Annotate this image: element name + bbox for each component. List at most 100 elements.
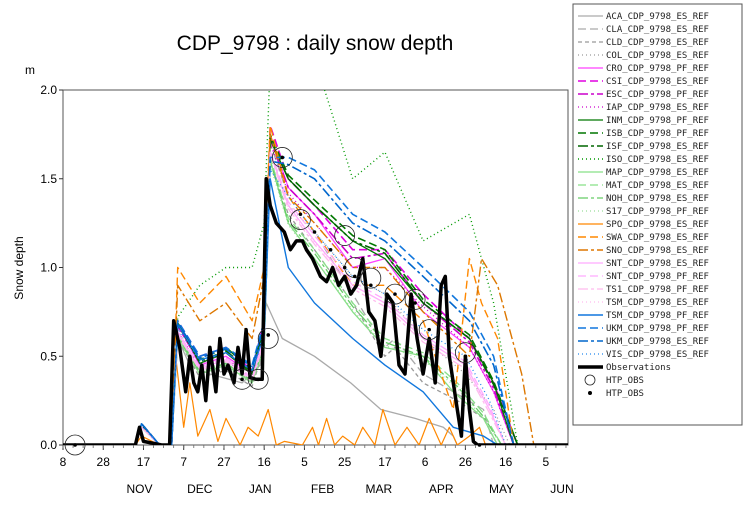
legend-label: ISB_CDP_9798_PF_REF xyxy=(606,129,709,139)
obs-dot xyxy=(393,292,397,296)
month-label: JAN xyxy=(249,482,272,496)
obs-open-circle xyxy=(334,225,356,246)
obs-dot xyxy=(427,327,431,332)
legend-label: MAP_CDP_9798_ES_REF xyxy=(606,168,709,178)
legend-label: CSI_CDP_9798_ES_REF xyxy=(606,77,709,87)
x-tick-label: 5 xyxy=(543,455,550,469)
obs-open-circle xyxy=(257,328,279,349)
month-label: DEC xyxy=(187,482,213,496)
series-line-spo-cdp-9798-es-ref xyxy=(63,355,568,445)
y-tick-label: 0.5 xyxy=(40,349,57,363)
legend-label: TSM_CDP_9798_ES_REF xyxy=(606,298,709,308)
legend-label: ISF_CDP_9798_ES_REF xyxy=(606,142,709,152)
x-tick-label: 7 xyxy=(180,455,187,469)
y-axis-label: Snow depth xyxy=(12,236,26,299)
month-label: JUN xyxy=(550,482,573,496)
month-label: MAY xyxy=(489,482,514,496)
legend: ACA_CDP_9798_ES_REF CLA_CDP_9798_ES_REF CL… xyxy=(578,12,709,399)
legend-label: SNO_CDP_9798_ES_REF xyxy=(606,246,709,256)
legend-label: HTP_OBS xyxy=(606,389,644,399)
obs-open-circle xyxy=(418,319,440,341)
y-tick-label: 1.5 xyxy=(40,172,57,186)
y-tick-label: 0.0 xyxy=(40,438,57,452)
legend-label: ISO_CDP_9798_ES_REF xyxy=(606,155,709,165)
x-tick-label: 28 xyxy=(97,455,111,469)
legend-label: S17_CDP_9798_PF_REF xyxy=(606,207,709,217)
legend-label: SNT_CDP_9798_PF_REF xyxy=(606,272,709,282)
legend-label: IAP_CDP_9798_ES_REF xyxy=(606,103,709,113)
x-tick-label: 6 xyxy=(422,455,429,469)
obs-dot xyxy=(312,230,317,234)
obs-dot xyxy=(352,274,357,279)
month-label: APR xyxy=(429,482,454,496)
obs-dot xyxy=(240,377,244,382)
x-axis: 8 28 17 7 27 16 5 25 17 6 26 16 5 NOV DEC JAN FEB MAR APR M… xyxy=(60,445,574,496)
series-line-ukm-cdp-9798-pf-ref xyxy=(63,156,568,445)
x-tick-label: 26 xyxy=(459,455,473,469)
obs-dot xyxy=(413,301,417,305)
x-tick-label: 16 xyxy=(258,455,272,469)
obs-open-circle xyxy=(454,342,476,364)
y-tick-label: 1.0 xyxy=(40,261,57,275)
month-label: NOV xyxy=(126,482,152,496)
series-line-observations xyxy=(63,177,568,445)
y-axis: 0.0 0.5 1.0 1.5 2.0 xyxy=(40,83,63,452)
y-axis-unit: m xyxy=(25,63,35,77)
legend-label: SPO_CDP_9798_ES_REF xyxy=(606,220,709,230)
x-tick-label: 25 xyxy=(338,455,352,469)
legend-label: MAT_CDP_9798_ES_REF xyxy=(606,181,709,191)
series-line-swa-cdp-9798-es-ref xyxy=(63,124,568,445)
legend-label: COL_CDP_9798_ES_REF xyxy=(606,51,709,61)
obs-dot xyxy=(216,368,220,373)
legend-label: NOH_CDP_9798_ES_REF xyxy=(606,194,709,204)
legend-label: VIS_CDP_9798_ES_REF xyxy=(606,350,709,360)
obs-open-circle xyxy=(360,267,382,289)
y-tick-label: 2.0 xyxy=(40,83,57,97)
obs-dot xyxy=(298,212,303,217)
legend-label: TS1_CDP_9798_PF_REF xyxy=(606,285,709,295)
obs-open-circle xyxy=(290,209,311,230)
legend-label: ACA_CDP_9798_ES_REF xyxy=(606,12,709,22)
series-line-cld-cdp-9798-es-ref xyxy=(63,160,568,445)
series-line-iso-cdp-9798-es-ref xyxy=(63,90,568,445)
obs-dot xyxy=(328,247,333,252)
obs-dot xyxy=(256,377,260,382)
obs-dot xyxy=(266,333,271,337)
obs-dot xyxy=(73,443,77,447)
series-line-sno-cdp-9798-es-ref xyxy=(63,133,568,445)
legend-box xyxy=(572,3,743,426)
obs-dot xyxy=(463,354,468,359)
obs-dot xyxy=(369,283,373,288)
legend-label: Observations xyxy=(606,363,671,373)
legend-swatch-open-circle xyxy=(584,374,596,386)
month-label: MAR xyxy=(366,482,393,496)
obs-open-circle xyxy=(384,283,406,305)
legend-label: INM_CDP_9798_PF_REF xyxy=(606,116,709,126)
x-tick-label: 5 xyxy=(301,455,308,469)
series-lines xyxy=(63,90,568,445)
legend-label: UKM_CDP_9798_ES_REF xyxy=(606,337,709,347)
obs-open-circle xyxy=(64,434,86,456)
obs-open-circle xyxy=(247,368,269,390)
chart-title: CDP_9798 : daily snow depth xyxy=(177,32,454,55)
legend-label: SWA_CDP_9798_ES_REF xyxy=(606,233,709,243)
x-tick-label: 27 xyxy=(217,455,231,469)
obs-dot xyxy=(342,265,347,270)
observation-markers xyxy=(64,147,482,456)
series-line-ukm-cdp-9798-es-ref xyxy=(63,160,568,445)
legend-label: CLA_CDP_9798_ES_REF xyxy=(606,25,709,35)
x-tick-label: 17 xyxy=(378,455,392,469)
x-tick-label: 17 xyxy=(137,455,151,469)
legend-label: CLD_CDP_9798_ES_REF xyxy=(606,38,709,48)
legend-label: ESC_CDP_9798_PF_REF xyxy=(606,90,709,100)
legend-label: UKM_CDP_9798_PF_REF xyxy=(606,324,709,334)
series-line-vis-cdp-9798-es-ref xyxy=(63,169,568,445)
obs-dot xyxy=(477,443,482,447)
x-tick-label: 8 xyxy=(60,455,67,469)
legend-label: HTP_OBS xyxy=(606,376,644,386)
legend-label: SNT_CDP_9798_ES_REF xyxy=(606,259,709,269)
obs-open-circle xyxy=(231,368,253,390)
legend-swatch-dot xyxy=(588,391,592,395)
obs-dot xyxy=(280,155,285,160)
